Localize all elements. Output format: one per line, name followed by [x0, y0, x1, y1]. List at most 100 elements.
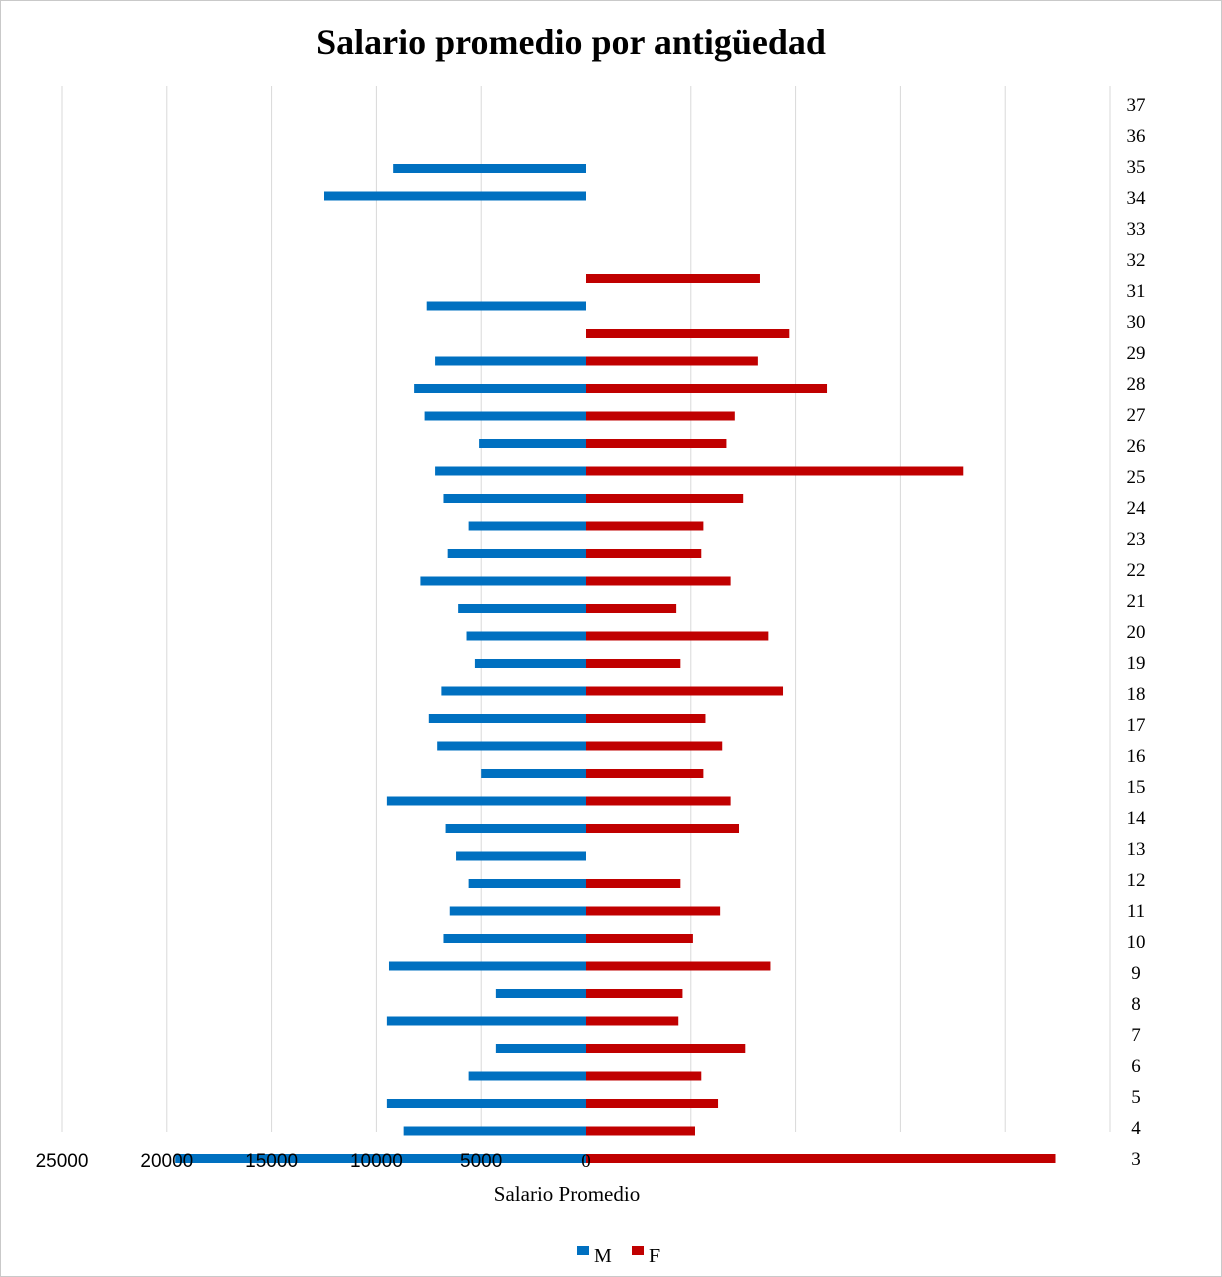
- y-tick-label: 20: [1127, 622, 1146, 643]
- x-axis-label: Salario Promedio: [494, 1182, 640, 1206]
- bar-M-26: [468, 521, 586, 531]
- y-tick-label: 22: [1127, 560, 1146, 581]
- y-tick-label: 26: [1127, 436, 1146, 457]
- bar-F-33: [586, 329, 790, 338]
- bar-M-undefined: [324, 191, 586, 201]
- y-tick-label: 27: [1127, 405, 1146, 426]
- y-tick-label: 8: [1131, 994, 1141, 1015]
- y-tick-label: 16: [1127, 746, 1146, 767]
- bar-F-26: [586, 521, 704, 531]
- bar-M-9: [495, 989, 586, 998]
- bar-F-7: [586, 1044, 746, 1053]
- bar-M-8: [386, 1016, 586, 1026]
- bar-M-20: [441, 686, 586, 696]
- bar-M-7: [495, 1044, 586, 1053]
- bar-M-16: [386, 796, 586, 806]
- y-tick-label: 11: [1127, 901, 1145, 922]
- bar-F-8: [586, 1016, 679, 1026]
- bar-F-6: [586, 1071, 702, 1081]
- bar-M-5: [386, 1099, 586, 1108]
- bar-M-23: [458, 604, 586, 613]
- y-tick-label: 21: [1127, 591, 1146, 612]
- bar-F-3: [586, 1154, 1056, 1163]
- bar-F-17: [586, 769, 704, 778]
- bar-F-10: [586, 961, 771, 971]
- bar-M-19: [428, 714, 586, 723]
- bar-M-12: [449, 906, 586, 916]
- y-tick-label: 23: [1127, 529, 1146, 550]
- x-tick-label: 10000: [350, 1151, 403, 1172]
- y-tick-label: 35: [1127, 157, 1146, 178]
- y-tick-label: 36: [1127, 126, 1146, 147]
- bar-F-5: [586, 1099, 719, 1108]
- y-tick-label: 6: [1131, 1056, 1141, 1077]
- bar-F-31: [586, 384, 828, 393]
- bar-F-15: [586, 824, 740, 833]
- bar-F-24: [586, 576, 731, 586]
- y-tick-label: 33: [1127, 219, 1146, 240]
- x-tick-label: 25000: [36, 1151, 89, 1172]
- bar-M-27: [443, 494, 586, 503]
- bar-M-10: [388, 961, 586, 971]
- bar-M-29: [479, 439, 586, 448]
- y-tick-label: 30: [1127, 312, 1146, 333]
- bar-F-27: [586, 494, 744, 503]
- y-tick-label: 13: [1127, 839, 1146, 860]
- bars: [175, 164, 1056, 1163]
- bar-F-9: [586, 989, 683, 998]
- y-tick-label: 5: [1131, 1087, 1141, 1108]
- x-tick-label: 15000: [245, 1151, 298, 1172]
- y-tick-label: 14: [1127, 808, 1147, 829]
- bar-M-undefined: [393, 164, 586, 173]
- bar-F-35: [586, 274, 760, 283]
- bar-M-6: [468, 1071, 586, 1081]
- y-tick-label: 7: [1131, 1025, 1141, 1046]
- x-axis-ticks: 25000 20000 15000 10000 5000 0: [36, 1151, 591, 1172]
- chart-title: Salario promedio por antigüedad: [316, 22, 826, 62]
- bar-M-4: [403, 1126, 586, 1136]
- y-tick-label: 17: [1127, 715, 1146, 736]
- bar-M-15: [445, 824, 586, 833]
- bar-F-18: [586, 741, 723, 751]
- bar-F-20: [586, 686, 784, 696]
- bar-M-34: [426, 301, 586, 311]
- bar-M-24: [420, 576, 586, 586]
- bar-M-13: [468, 879, 586, 888]
- y-tick-label: 29: [1127, 343, 1146, 364]
- y-tick-label: 12: [1127, 870, 1146, 891]
- bar-F-32: [586, 356, 758, 366]
- y-axis-ticks: 3456789101112131415161718192021222324252…: [1127, 95, 1147, 1170]
- bar-M-31: [414, 384, 586, 393]
- bar-M-25: [447, 549, 586, 558]
- bar-F-30: [586, 411, 735, 421]
- y-tick-label: 25: [1127, 467, 1146, 488]
- y-tick-label: 3: [1131, 1149, 1141, 1170]
- legend-label-F: F: [649, 1245, 660, 1267]
- bar-F-28: [586, 466, 964, 476]
- bar-M-17: [481, 769, 586, 778]
- x-tick-label: 5000: [460, 1151, 502, 1172]
- bar-F-19: [586, 714, 706, 723]
- y-tick-label: 37: [1127, 95, 1146, 116]
- y-tick-label: 31: [1127, 281, 1146, 302]
- x-tick-label: 20000: [140, 1151, 193, 1172]
- y-tick-label: 34: [1127, 188, 1147, 209]
- bar-F-12: [586, 906, 721, 916]
- bar-M-18: [437, 741, 586, 751]
- legend-swatch-M: [577, 1246, 589, 1255]
- y-tick-label: 4: [1131, 1118, 1141, 1139]
- y-tick-label: 19: [1127, 653, 1146, 674]
- bar-F-13: [586, 879, 681, 888]
- bar-F-11: [586, 934, 693, 943]
- bar-F-16: [586, 796, 731, 806]
- gridlines: [61, 86, 1111, 1132]
- x-tick-label: 0: [581, 1151, 591, 1172]
- y-tick-label: 15: [1127, 777, 1146, 798]
- bar-M-3: [175, 1154, 586, 1163]
- bar-F-22: [586, 631, 769, 641]
- bar-M-22: [466, 631, 586, 641]
- bar-M-28: [435, 466, 586, 476]
- y-tick-label: 9: [1131, 963, 1141, 984]
